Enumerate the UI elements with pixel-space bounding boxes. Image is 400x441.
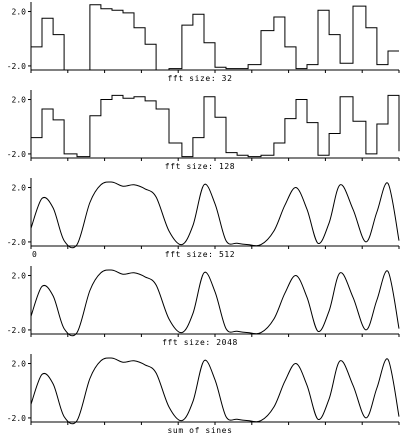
panel-fft-512: 2.0 -2.0 0 fft size: 512	[0, 176, 400, 264]
y-tick-label: -2.0	[7, 62, 26, 71]
y-tick-label: 2.0	[12, 8, 27, 17]
sum-of-sines-plot: 2.0 -2.0	[7, 354, 400, 425]
y-tick-label: -2.0	[7, 150, 26, 159]
signal-line	[31, 4, 399, 71]
panel-sum-of-sines: 2.0 -2.0 sum of sines	[0, 352, 400, 440]
y-tick-label: -2.0	[7, 238, 26, 247]
caption-fft-512: fft size: 512	[164, 250, 236, 259]
panel-fft-128: 2.0 -2.0 fft size: 128	[0, 88, 400, 176]
y-tick-label: 2.0	[12, 96, 27, 105]
fft-2048-plot: 2.0 -2.0	[7, 266, 400, 337]
panel-fft-2048: 2.0 -2.0 fft size: 2048	[0, 264, 400, 352]
caption-fft-32: fft size: 32	[167, 74, 233, 83]
signal-line	[31, 94, 400, 158]
caption-fft-128: fft size: 128	[164, 162, 236, 171]
fft-512-plot: 2.0 -2.0	[7, 178, 400, 249]
caption-fft-2048: fft size: 2048	[162, 338, 238, 347]
stray-zero-label: 0	[32, 250, 37, 259]
y-tick-label: 2.0	[12, 184, 27, 193]
signal-line	[30, 357, 400, 425]
signal-line	[30, 269, 400, 337]
signal-line	[30, 181, 400, 249]
fft-32-plot: 2.0 -2.0	[7, 2, 400, 73]
caption-sum-of-sines: sum of sines	[167, 426, 233, 435]
y-tick-label: -2.0	[7, 414, 26, 423]
fft-128-plot: 2.0 -2.0	[7, 90, 400, 161]
y-tick-label: 2.0	[12, 360, 27, 369]
y-tick-label: -2.0	[7, 326, 26, 335]
y-tick-label: 2.0	[12, 272, 27, 281]
panel-fft-32: 2.0 -2.0 fft size: 32	[0, 0, 400, 88]
